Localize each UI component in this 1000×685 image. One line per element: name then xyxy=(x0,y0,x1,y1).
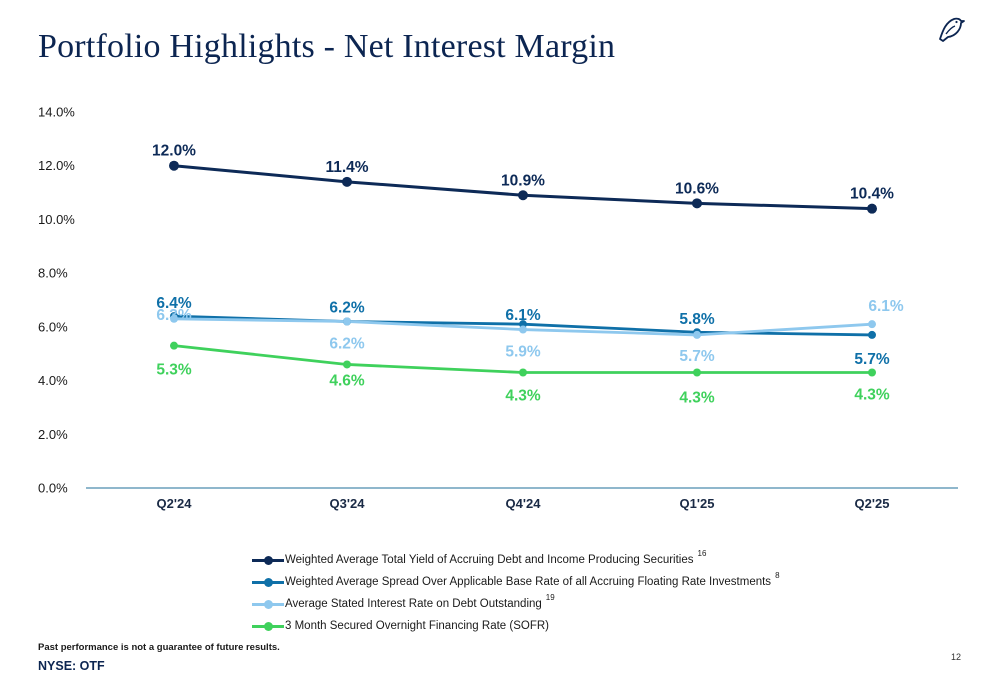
page-title: Portfolio Highlights - Net Interest Marg… xyxy=(38,28,616,65)
x-tick-label: Q4'24 xyxy=(506,496,542,511)
legend-footnote: 8 xyxy=(775,570,780,580)
page-number: 12 xyxy=(951,652,962,662)
data-point xyxy=(170,314,178,323)
data-point xyxy=(343,360,351,369)
y-tick-label: 14.0% xyxy=(38,105,75,120)
data-point xyxy=(518,190,528,201)
data-point xyxy=(342,176,352,187)
legend-label: Average Stated Interest Rate on Debt Out… xyxy=(285,598,542,610)
data-label: 12.0% xyxy=(152,143,196,160)
data-label: 6.3% xyxy=(156,307,192,324)
y-tick-label: 4.0% xyxy=(38,373,68,388)
data-point xyxy=(519,325,527,334)
data-label: 5.8% xyxy=(679,311,715,328)
data-point xyxy=(170,341,178,350)
legend-item: Weighted Average Total Yield of Accruing… xyxy=(252,549,780,571)
data-label: 4.6% xyxy=(329,372,365,389)
bird-logo-icon xyxy=(939,17,965,42)
y-tick-label: 12.0% xyxy=(38,158,75,173)
data-point xyxy=(343,317,351,326)
x-axis: Q2'24 Q3'24 Q4'24 Q1'25 Q2'25 xyxy=(157,496,890,511)
x-tick-label: Q1'25 xyxy=(680,496,715,511)
data-point xyxy=(693,330,701,339)
legend-swatch xyxy=(252,599,284,609)
legend-swatch xyxy=(252,555,284,565)
data-point xyxy=(868,368,876,377)
legend-label: Weighted Average Spread Over Applicable … xyxy=(285,576,772,588)
data-point xyxy=(867,203,877,214)
data-label: 6.2% xyxy=(329,299,365,316)
y-axis: 0.0% 2.0% 4.0% 6.0% 8.0% 10.0% 12.0% 14.0% xyxy=(38,105,75,496)
legend-label: Weighted Average Total Yield of Accruing… xyxy=(285,554,694,566)
ticker-symbol: NYSE: OTF xyxy=(38,659,105,673)
data-label: 4.3% xyxy=(505,388,541,405)
data-label: 6.1% xyxy=(868,298,904,315)
data-label: 5.7% xyxy=(854,351,890,368)
series-points xyxy=(169,160,877,377)
data-label: 5.7% xyxy=(679,348,715,365)
y-tick-label: 2.0% xyxy=(38,427,68,442)
data-label: 10.9% xyxy=(501,172,545,189)
data-point xyxy=(169,160,179,171)
legend-footnote: 19 xyxy=(545,592,555,602)
y-tick-label: 6.0% xyxy=(38,319,68,334)
data-label: 11.4% xyxy=(325,159,368,176)
data-label: 4.3% xyxy=(854,387,890,404)
x-tick-label: Q2'25 xyxy=(855,496,890,511)
data-label: 10.4% xyxy=(850,186,894,203)
data-label: 10.6% xyxy=(675,180,719,197)
data-point xyxy=(692,198,702,209)
data-point xyxy=(519,368,527,377)
data-label: 6.1% xyxy=(505,307,541,324)
legend-footnote: 16 xyxy=(697,548,707,558)
x-tick-label: Q2'24 xyxy=(157,496,193,511)
data-labels: 12.0% 11.4% 10.9% 10.6% 10.4% 6.4% 6.2% 6.1% 5.8… xyxy=(152,143,904,407)
legend-label: 3 Month Secured Overnight Financing Rate… xyxy=(285,620,549,632)
x-tick-label: Q3'24 xyxy=(330,496,366,511)
chart-legend: Weighted Average Total Yield of Accruing… xyxy=(252,549,780,637)
y-tick-label: 8.0% xyxy=(38,266,68,281)
data-point xyxy=(693,368,701,377)
line-chart: 0.0% 2.0% 4.0% 6.0% 8.0% 10.0% 12.0% 14.0% Q2'2… xyxy=(38,105,958,511)
legend-item: Weighted Average Spread Over Applicable … xyxy=(252,571,780,593)
legend-item: Average Stated Interest Rate on Debt Out… xyxy=(252,593,780,615)
data-label: 5.3% xyxy=(156,362,192,379)
data-point xyxy=(868,330,876,339)
data-label: 5.9% xyxy=(505,344,541,361)
data-point xyxy=(868,320,876,329)
data-label: 4.3% xyxy=(679,390,715,407)
legend-item: 3 Month Secured Overnight Financing Rate… xyxy=(252,615,780,637)
y-tick-label: 0.0% xyxy=(38,481,68,496)
y-tick-label: 10.0% xyxy=(38,212,75,227)
data-label: 6.2% xyxy=(329,335,365,352)
disclaimer: Past performance is not a guarantee of f… xyxy=(38,642,280,653)
data-label: 6.4% xyxy=(156,295,192,312)
legend-swatch xyxy=(252,577,284,587)
legend-swatch xyxy=(252,621,284,631)
